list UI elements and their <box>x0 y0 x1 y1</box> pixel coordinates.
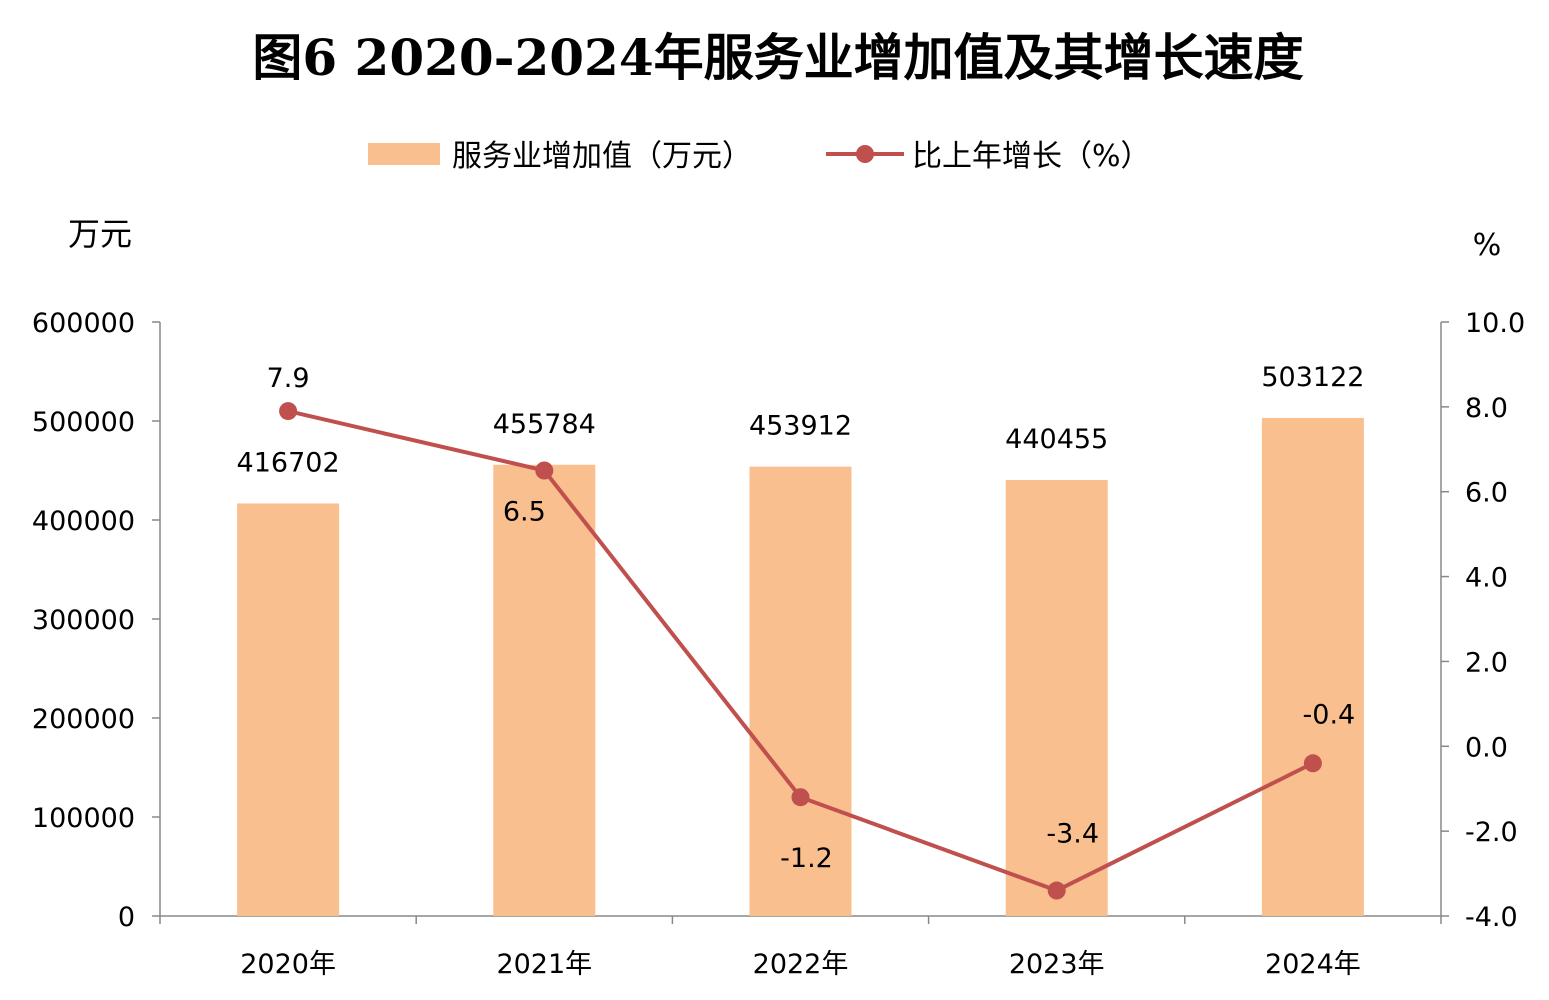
bar-data-label: 455784 <box>493 409 596 440</box>
line-data-label: -0.4 <box>1303 699 1356 730</box>
y-right-unit: % <box>1473 228 1502 263</box>
y-right-tick-label: 0.0 <box>1465 732 1508 763</box>
y-left-tick-label: 300000 <box>32 605 135 636</box>
legend-bar-label: 服务业增加值（万元） <box>452 139 752 174</box>
bar-data-label: 453912 <box>749 411 852 442</box>
line-point-2022年 <box>791 788 810 807</box>
x-tick-label: 2023年 <box>1009 949 1105 980</box>
y-right-tick-label: -2.0 <box>1465 817 1518 848</box>
y-left-tick-label: 0 <box>118 902 135 933</box>
legend-line-label: 比上年增长（%） <box>912 139 1151 174</box>
bar-2021年 <box>493 464 596 916</box>
x-tick-label: 2020年 <box>240 949 336 980</box>
y-right-tick-label: 4.0 <box>1465 563 1508 594</box>
chart-title: 图6 2020-2024年服务业增加值及其增长速度 <box>252 28 1303 87</box>
y-right-tick-label: 2.0 <box>1465 647 1508 678</box>
line-data-label: -1.2 <box>780 843 833 874</box>
bar-2024年 <box>1261 417 1364 916</box>
bar-data-label: 503122 <box>1261 362 1364 393</box>
line-point-2023年 <box>1047 881 1066 900</box>
line-point-2020年 <box>279 402 298 421</box>
bar-2020年 <box>237 503 340 916</box>
y-left-tick-label: 400000 <box>32 506 135 537</box>
legend-line-marker <box>856 145 874 163</box>
y-left-unit: 万元 <box>68 215 132 253</box>
bar-2022年 <box>749 466 852 916</box>
y-left-tick-label: 500000 <box>32 407 135 438</box>
line-point-2021年 <box>535 461 554 480</box>
x-tick-label: 2022年 <box>753 949 849 980</box>
bar-data-label: 440455 <box>1005 424 1108 455</box>
y-left-tick-label: 100000 <box>32 803 135 834</box>
bar-2023年 <box>1005 479 1108 916</box>
line-data-label: 7.9 <box>267 363 310 394</box>
y-right-tick-label: 8.0 <box>1465 393 1508 424</box>
y-left-tick-label: 200000 <box>32 704 135 735</box>
bar-data-label: 416702 <box>237 447 340 478</box>
y-left-tick-label: 600000 <box>32 308 135 339</box>
y-right-tick-label: 10.0 <box>1465 308 1525 339</box>
line-point-2024年 <box>1303 754 1322 773</box>
y-right-tick-label: -4.0 <box>1465 902 1518 933</box>
line-data-label: -3.4 <box>1046 819 1099 850</box>
x-tick-label: 2024年 <box>1265 949 1361 980</box>
legend-bar-swatch <box>368 143 440 165</box>
line-data-label: 6.5 <box>503 497 546 528</box>
y-right-tick-label: 6.0 <box>1465 478 1508 509</box>
x-tick-label: 2021年 <box>496 949 592 980</box>
